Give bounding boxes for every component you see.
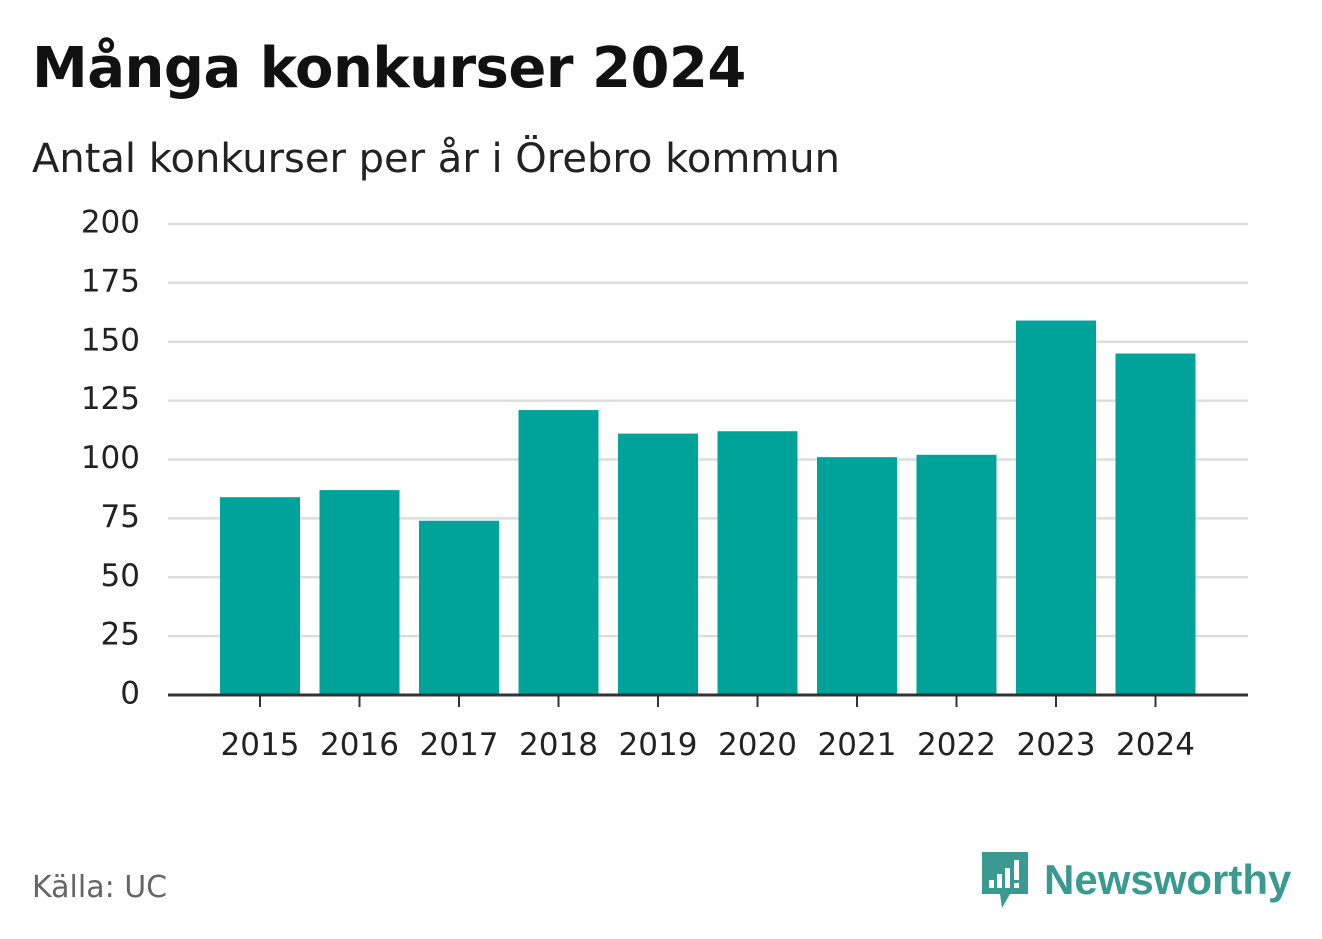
x-tick-label: 2023 (1017, 727, 1096, 763)
chart-subtitle: Antal konkurser per år i Örebro kommun (32, 136, 840, 182)
bar-2018 (518, 410, 599, 695)
x-tick-label: 2015 (221, 727, 300, 763)
bar-2017 (419, 520, 499, 695)
x-tick-label: 2024 (1116, 727, 1195, 763)
bar-2015 (220, 497, 300, 695)
y-tick-label: 75 (101, 499, 140, 535)
x-tick-label: 2020 (718, 727, 797, 763)
x-tick-label: 2017 (420, 727, 499, 763)
y-tick-label: 100 (81, 440, 140, 476)
brand-logo: Newsworthy (980, 850, 1291, 910)
x-tick-label: 2016 (320, 727, 399, 763)
source-note: Källa: UC (32, 870, 168, 905)
newsworthy-logo-icon (982, 852, 1028, 908)
chart-title: Många konkurser 2024 (32, 36, 746, 101)
x-tick-label: 2022 (917, 727, 996, 763)
y-tick-label: 150 (81, 322, 140, 358)
bar-2024 (1115, 353, 1196, 695)
brand-name: Newsworthy (1044, 856, 1292, 903)
y-tick-label: 25 (101, 617, 140, 653)
y-tick-label: 175 (81, 263, 140, 299)
y-tick-label: 200 (81, 205, 140, 241)
bar-2019 (618, 433, 698, 695)
y-tick-label: 50 (101, 558, 140, 594)
bar-2022 (916, 454, 997, 695)
y-tick-label: 125 (81, 381, 140, 417)
bar-2016 (319, 490, 400, 695)
bar-chart: 0 25 50 75 100 125 150 175 200 2015 2016 2017 2018 20… (81, 205, 1248, 763)
bar-2021 (817, 457, 897, 695)
x-tick-label: 2018 (519, 727, 598, 763)
x-tick-label: 2021 (818, 727, 897, 763)
x-tick-label: 2019 (619, 727, 698, 763)
y-tick-label: 0 (120, 676, 140, 712)
bar-2023 (1016, 320, 1096, 695)
bar-2020 (717, 431, 798, 695)
